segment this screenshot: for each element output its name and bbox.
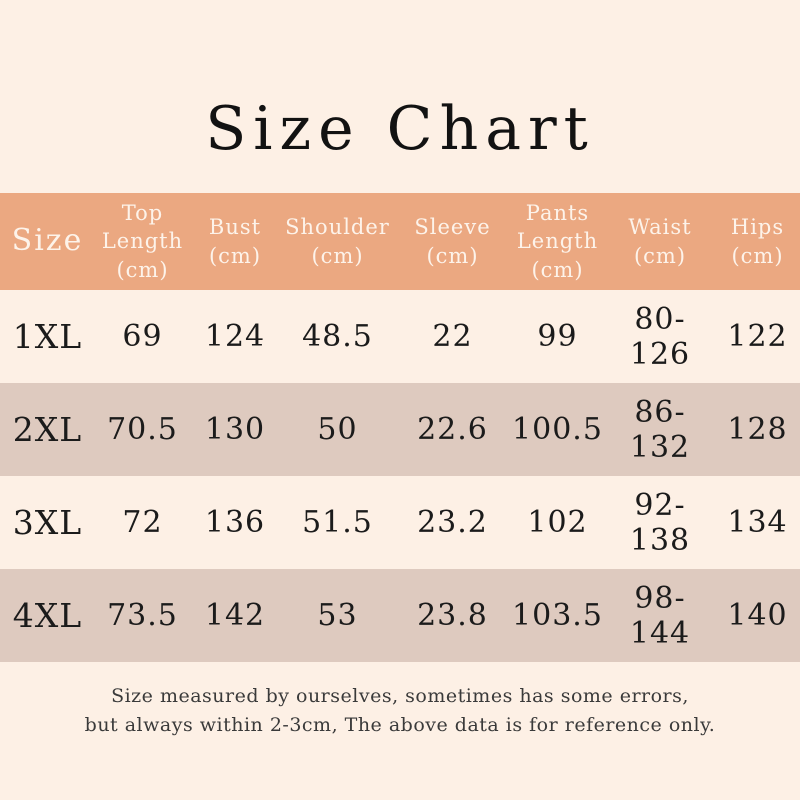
table-cell: 98-144	[629, 580, 691, 651]
disclaimer-line-1: Size measured by ourselves, sometimes ha…	[111, 685, 689, 707]
table-cell: 86-132	[629, 394, 691, 465]
table-cell: 72	[122, 505, 163, 540]
table-cell: 130	[204, 412, 266, 447]
table-cell: 140	[727, 598, 788, 633]
table-cell: 73.5	[107, 598, 178, 633]
table-cell: 99	[537, 319, 578, 354]
table-cell: 70.5	[107, 412, 178, 447]
column-header-bust: Bust (cm)	[208, 215, 262, 268]
column-header-hips: Hips (cm)	[730, 215, 785, 268]
table-cell: 92-138	[629, 487, 691, 558]
table-cell: 122	[727, 319, 788, 354]
column-header-pants-length: Pants Length (cm)	[516, 200, 599, 282]
table-cell: 124	[204, 319, 266, 354]
table-cell: 23.8	[417, 598, 488, 633]
table-cell: 22.6	[417, 412, 488, 447]
table-cell: 80-126	[629, 301, 691, 372]
table-cell: 134	[727, 505, 788, 540]
table-cell: 103.5	[512, 598, 603, 633]
size-label: 1XL	[12, 317, 83, 356]
table-cell: 136	[204, 505, 266, 540]
table-row-2xl: 2XL 70.5 130 50 22.6 100.5 86-132 128	[0, 383, 800, 476]
column-header-top-length: Top Length (cm)	[101, 200, 184, 282]
page-title: Size Chart	[205, 94, 595, 164]
table-cell: 128	[727, 412, 788, 447]
table-cell: 142	[204, 598, 266, 633]
disclaimer-line-2: but always within 2-3cm, The above data …	[84, 714, 716, 737]
table-row-4xl: 4XL 73.5 142 53 23.8 103.5 98-144 140	[0, 569, 800, 662]
size-label: 2XL	[12, 410, 83, 449]
measurement-disclaimer: Size measured by ourselves, sometimes ha…	[0, 682, 800, 741]
table-cell: 100.5	[512, 412, 603, 447]
size-table: Size Top Length (cm) Bust (cm) Shoulder …	[0, 193, 800, 662]
table-cell: 51.5	[302, 505, 373, 540]
size-label: 4XL	[12, 596, 83, 635]
table-cell: 102	[527, 505, 588, 540]
table-cell: 69	[122, 319, 163, 354]
column-header-size: Size	[11, 223, 84, 259]
table-cell: 48.5	[302, 319, 373, 354]
table-header-row: Size Top Length (cm) Bust (cm) Shoulder …	[0, 193, 800, 290]
column-header-shoulder: Shoulder (cm)	[285, 215, 390, 268]
column-header-sleeve: Sleeve (cm)	[414, 215, 491, 268]
size-label: 3XL	[12, 503, 83, 542]
table-row-1xl: 1XL 69 124 48.5 22 99 80-126 122	[0, 290, 800, 383]
table-cell: 22	[432, 319, 473, 354]
column-header-waist: Waist (cm)	[628, 215, 692, 268]
table-row-3xl: 3XL 72 136 51.5 23.2 102 92-138 134	[0, 476, 800, 569]
table-cell: 53	[317, 598, 358, 633]
table-cell: 50	[317, 412, 358, 447]
table-cell: 23.2	[417, 505, 488, 540]
